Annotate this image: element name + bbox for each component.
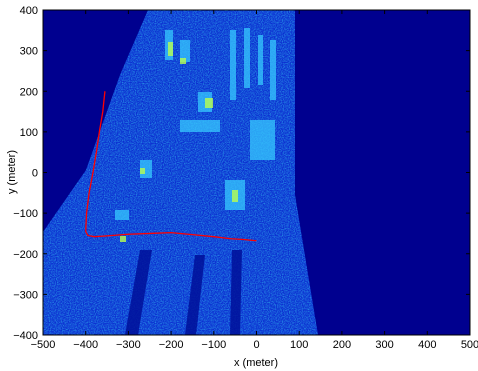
x-tick-label: −100 (201, 339, 226, 351)
y-tick-label: −300 (13, 289, 38, 301)
track-line-0 (85, 91, 257, 242)
y-tick-label: −400 (13, 330, 38, 342)
x-tick-label: −500 (31, 339, 56, 351)
y-tick-label: 300 (20, 46, 38, 58)
x-axis-label: x (meter) (234, 357, 278, 369)
x-axis: −500 −400 −300 −200 −100 0 100 200 300 400 500 (31, 10, 478, 351)
y-axis-label: y (meter) (6, 150, 18, 194)
x-tick-label: −400 (73, 339, 98, 351)
y-tick-label: 0 (32, 168, 38, 180)
imaged-area (43, 10, 318, 335)
x-tick-label: −200 (159, 339, 184, 351)
y-tick-label: 400 (20, 5, 38, 17)
x-tick-label: 100 (290, 339, 308, 351)
y-tick-label: 100 (20, 127, 38, 139)
x-tick-label: 500 (461, 339, 478, 351)
x-tick-label: 200 (333, 339, 351, 351)
series-group (85, 91, 257, 242)
y-axis: −400 −300 −200 −100 0 100 200 300 400 (13, 5, 470, 342)
x-tick-label: 400 (418, 339, 436, 351)
x-tick-label: 300 (375, 339, 393, 351)
y-tick-label: 200 (20, 86, 38, 98)
x-tick-label: −300 (116, 339, 141, 351)
y-tick-label: −100 (13, 208, 38, 220)
y-tick-label: −200 (13, 249, 38, 261)
x-tick-label: 0 (253, 339, 259, 351)
